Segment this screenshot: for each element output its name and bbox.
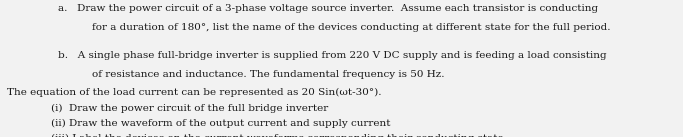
Text: (iii) Label the devices on the current waveforms corresponding their conducting : (iii) Label the devices on the current w…: [51, 134, 507, 137]
Text: (i)  Draw the power circuit of the full bridge inverter: (i) Draw the power circuit of the full b…: [51, 104, 329, 113]
Text: b.   A single phase full-bridge inverter is supplied from 220 V DC supply and is: b. A single phase full-bridge inverter i…: [58, 51, 607, 60]
Text: a.   Draw the power circuit of a 3-phase voltage source inverter.  Assume each t: a. Draw the power circuit of a 3-phase v…: [58, 4, 598, 13]
Text: of resistance and inductance. The fundamental frequency is 50 Hz.: of resistance and inductance. The fundam…: [92, 70, 445, 79]
Text: for a duration of 180°, list the name of the devices conducting at different sta: for a duration of 180°, list the name of…: [92, 23, 611, 32]
Text: (ii) Draw the waveform of the output current and supply current: (ii) Draw the waveform of the output cur…: [51, 119, 391, 128]
Text: The equation of the load current can be represented as 20 Sin(ωt-30°).: The equation of the load current can be …: [7, 88, 381, 97]
